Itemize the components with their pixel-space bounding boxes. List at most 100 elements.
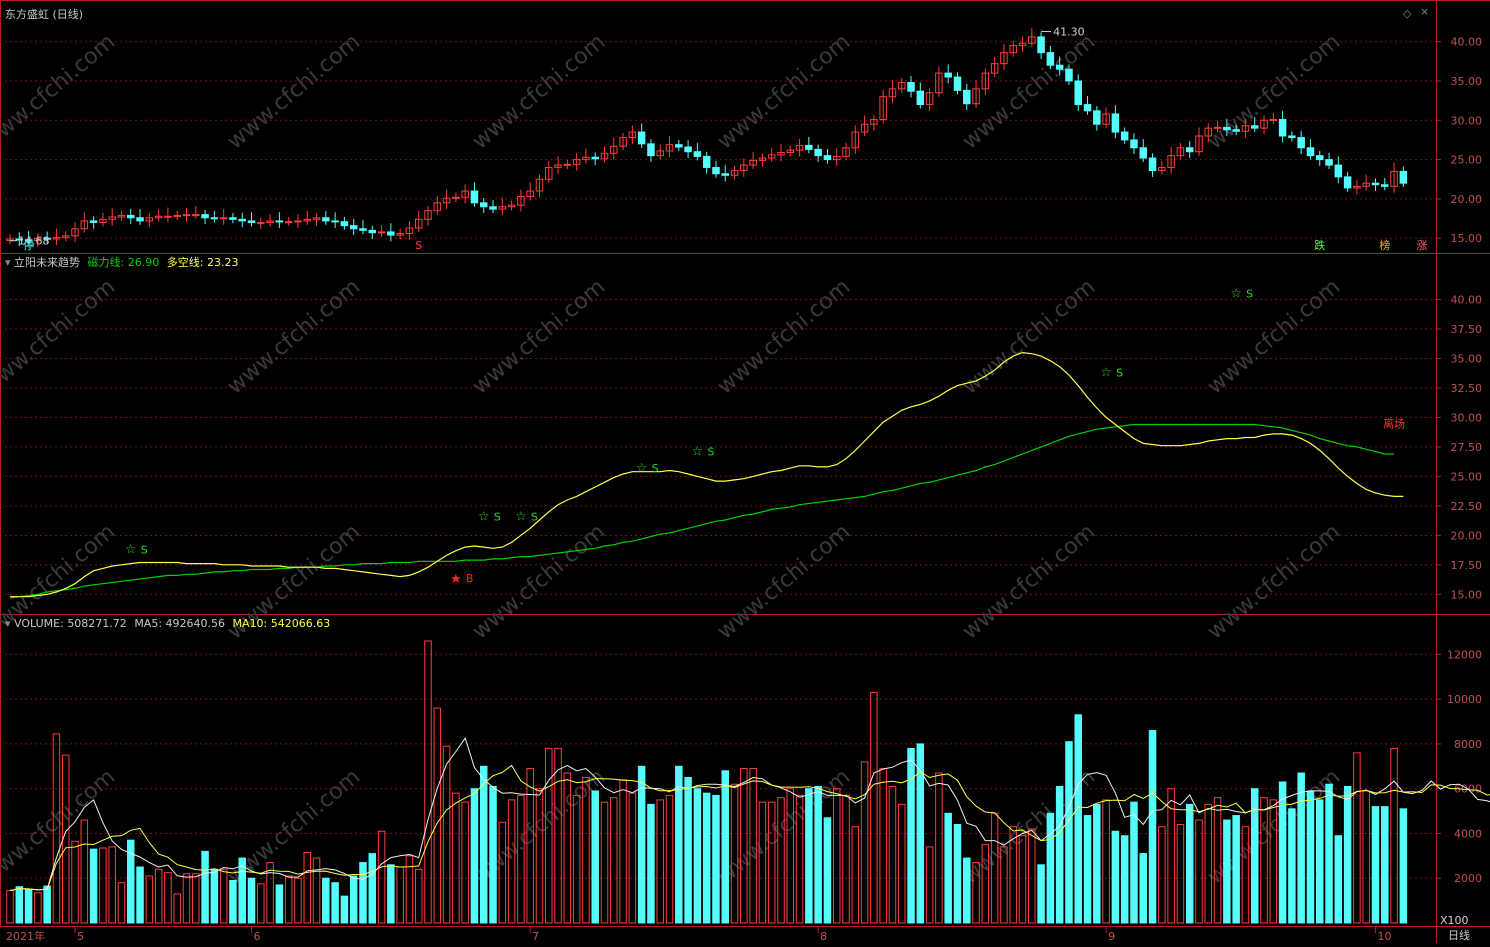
candle-body-19 (182, 214, 191, 217)
sell-signal-1: S (494, 510, 501, 523)
watermark-text: www.cfchi.com (1203, 519, 1345, 644)
volume-bar-140 (1306, 790, 1315, 924)
volume-bar-10 (99, 847, 107, 924)
volume-bar-69 (647, 803, 655, 924)
volume-bar-71 (665, 794, 674, 924)
volume-bar-112 (1046, 812, 1055, 924)
volume-bar-57 (535, 788, 544, 924)
candle-body-62 (582, 156, 590, 161)
candle-body-45 (424, 210, 432, 220)
vol-ma10-line (9, 764, 1490, 891)
candle-body-120 (1120, 131, 1129, 141)
volume-bar-24 (229, 879, 237, 924)
volume-bar-127 (1185, 803, 1194, 924)
volume-bar-117 (1093, 803, 1101, 924)
candle-body-31 (294, 220, 302, 223)
volume-bar-130 (1213, 797, 1222, 924)
event-marker-3: 榜 (1379, 238, 1390, 252)
sell-star-icon-4: ☆ (692, 445, 704, 460)
vol-tick-5: 2000 (1454, 872, 1482, 885)
candle-body-40 (377, 231, 386, 234)
volume-bar-89 (832, 788, 841, 924)
candle-body-83 (777, 152, 785, 156)
cixian-label: 磁力线: (87, 256, 125, 269)
volume-bar-84 (786, 788, 795, 924)
volume-bar-142 (1325, 783, 1333, 924)
candle-body-2 (24, 239, 33, 242)
candle-body-23 (219, 217, 228, 220)
volume-bar-129 (1204, 803, 1213, 924)
candle-body-16 (154, 215, 163, 219)
candle-body-78 (730, 170, 739, 176)
candle-body-52 (489, 206, 497, 210)
sell-star-icon-1: ☆ (478, 509, 490, 524)
volume-bar-72 (675, 765, 683, 924)
ma10-label: MA10: (232, 617, 268, 630)
watermark-text: www.cfchi.com (958, 274, 1100, 399)
volume-bar-73 (684, 777, 692, 924)
ind-tick-5: 27.50 (1451, 441, 1483, 454)
candle-body-70 (656, 150, 664, 157)
volume-bar-13 (127, 839, 135, 924)
ind-tick-6: 25.00 (1451, 470, 1483, 483)
candle-body-79 (740, 164, 748, 172)
watermark-text: www.cfchi.com (468, 519, 610, 644)
candle-body-133 (1241, 125, 1250, 132)
volume-header: ▾ VOLUME: 508271.72 MA5: 492640.56 MA10:… (5, 617, 330, 630)
volume-bar-17 (164, 872, 172, 924)
candle-body-117 (1093, 110, 1101, 125)
volume-bar-32 (303, 851, 312, 924)
candle-body-47 (442, 197, 451, 204)
volume-unit: X100 (1440, 914, 1469, 927)
candle-body-130 (1213, 126, 1222, 129)
volume-bar-52 (489, 785, 497, 924)
candle-body-90 (842, 147, 850, 157)
candle-body-84 (786, 149, 795, 154)
candle-body-94 (879, 96, 887, 120)
candle-body-127 (1185, 147, 1194, 153)
volume-bar-22 (210, 868, 219, 924)
candle-body-25 (238, 218, 246, 222)
candle-body-4 (43, 237, 51, 240)
diamond-icon[interactable]: ◇ (1403, 7, 1412, 20)
candle-body-53 (498, 206, 507, 210)
candle-body-110 (1028, 36, 1036, 44)
candle-body-109 (1018, 42, 1027, 47)
watermark-text: www.cfchi.com (713, 519, 855, 644)
candle-body-44 (414, 218, 423, 229)
candle-body-140 (1306, 147, 1315, 157)
candle-body-58 (545, 166, 553, 180)
period-label[interactable]: 日线 (1448, 929, 1470, 942)
volume-bar-123 (1148, 729, 1157, 924)
candle-body-7 (71, 228, 79, 237)
candle-body-64 (600, 152, 609, 160)
volume-bar-45 (424, 640, 432, 924)
candle-body-101 (944, 72, 952, 78)
volume-bar-114 (1065, 741, 1073, 924)
candle-body-32 (303, 218, 312, 222)
volume-bar-95 (888, 785, 897, 924)
volume-bar-134 (1250, 788, 1259, 924)
volume-bar-4 (43, 885, 51, 924)
volume-bar-41 (387, 864, 395, 924)
candle-body-39 (368, 229, 377, 234)
volume-bar-14 (136, 866, 144, 924)
close-icon[interactable]: × (1420, 5, 1430, 18)
ind-tick-0: 40.00 (1451, 293, 1483, 306)
candle-body-104 (972, 88, 980, 105)
candle-body-100 (935, 72, 943, 94)
ind-tick-2: 35.00 (1451, 352, 1483, 365)
volume-bar-31 (294, 877, 302, 924)
volume-bar-87 (814, 785, 822, 924)
volume-bar-66 (619, 779, 627, 924)
candle-body-88 (823, 155, 832, 161)
duokong-label: 多空线: (166, 256, 204, 269)
sell-star-icon-3: ☆ (636, 461, 648, 476)
sell-signal-2: S (531, 510, 538, 523)
sell-star-icon-0: ☆ (125, 542, 137, 557)
xaxis-label-5: 9 (1108, 930, 1115, 943)
volume-bar-56 (526, 768, 534, 924)
buy-star-icon-7: ★ (450, 572, 462, 587)
